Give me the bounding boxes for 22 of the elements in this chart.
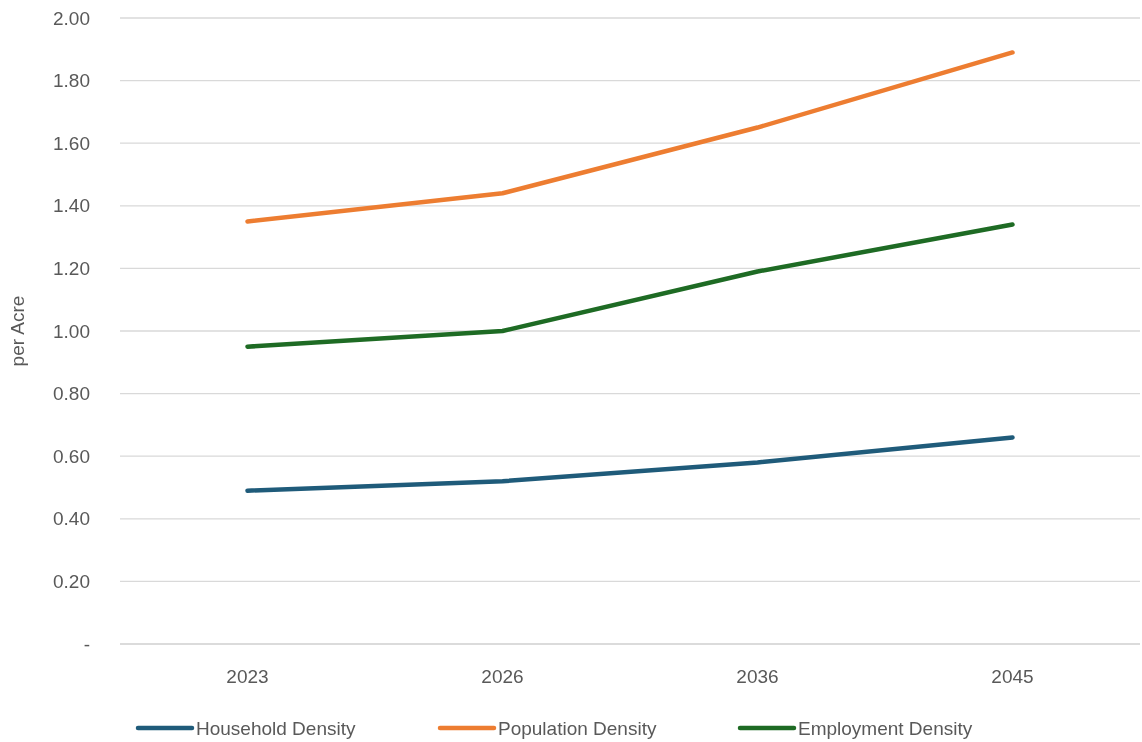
y-tick-label: 1.40: [53, 195, 90, 217]
y-tick-label: 1.80: [53, 70, 90, 92]
y-tick-label: 0.80: [53, 383, 90, 405]
line-series: [245, 435, 1015, 493]
legend-label: Population Density: [498, 717, 657, 739]
y-tick-label: 1.20: [53, 258, 90, 280]
line-series: [245, 222, 1015, 349]
x-tick-label: 2023: [226, 666, 269, 687]
y-tick-label: 2.00: [53, 7, 90, 29]
legend-label: Employment Density: [798, 717, 973, 739]
y-axis-title: per Acre: [7, 295, 28, 367]
x-tick-label: 2045: [991, 666, 1034, 687]
legend-label: Household Density: [196, 717, 356, 739]
y-tick-label: 0.60: [53, 445, 90, 467]
y-tick-label: 0.40: [53, 508, 90, 530]
x-tick-label: 2026: [481, 666, 524, 687]
y-tick-label: 0.20: [53, 571, 90, 593]
y-tick-label: 1.00: [53, 320, 90, 342]
line-series: [245, 50, 1015, 224]
y-tick-label: -: [83, 633, 90, 655]
y-tick-label: 1.60: [53, 132, 90, 154]
x-tick-label: 2036: [736, 666, 779, 687]
